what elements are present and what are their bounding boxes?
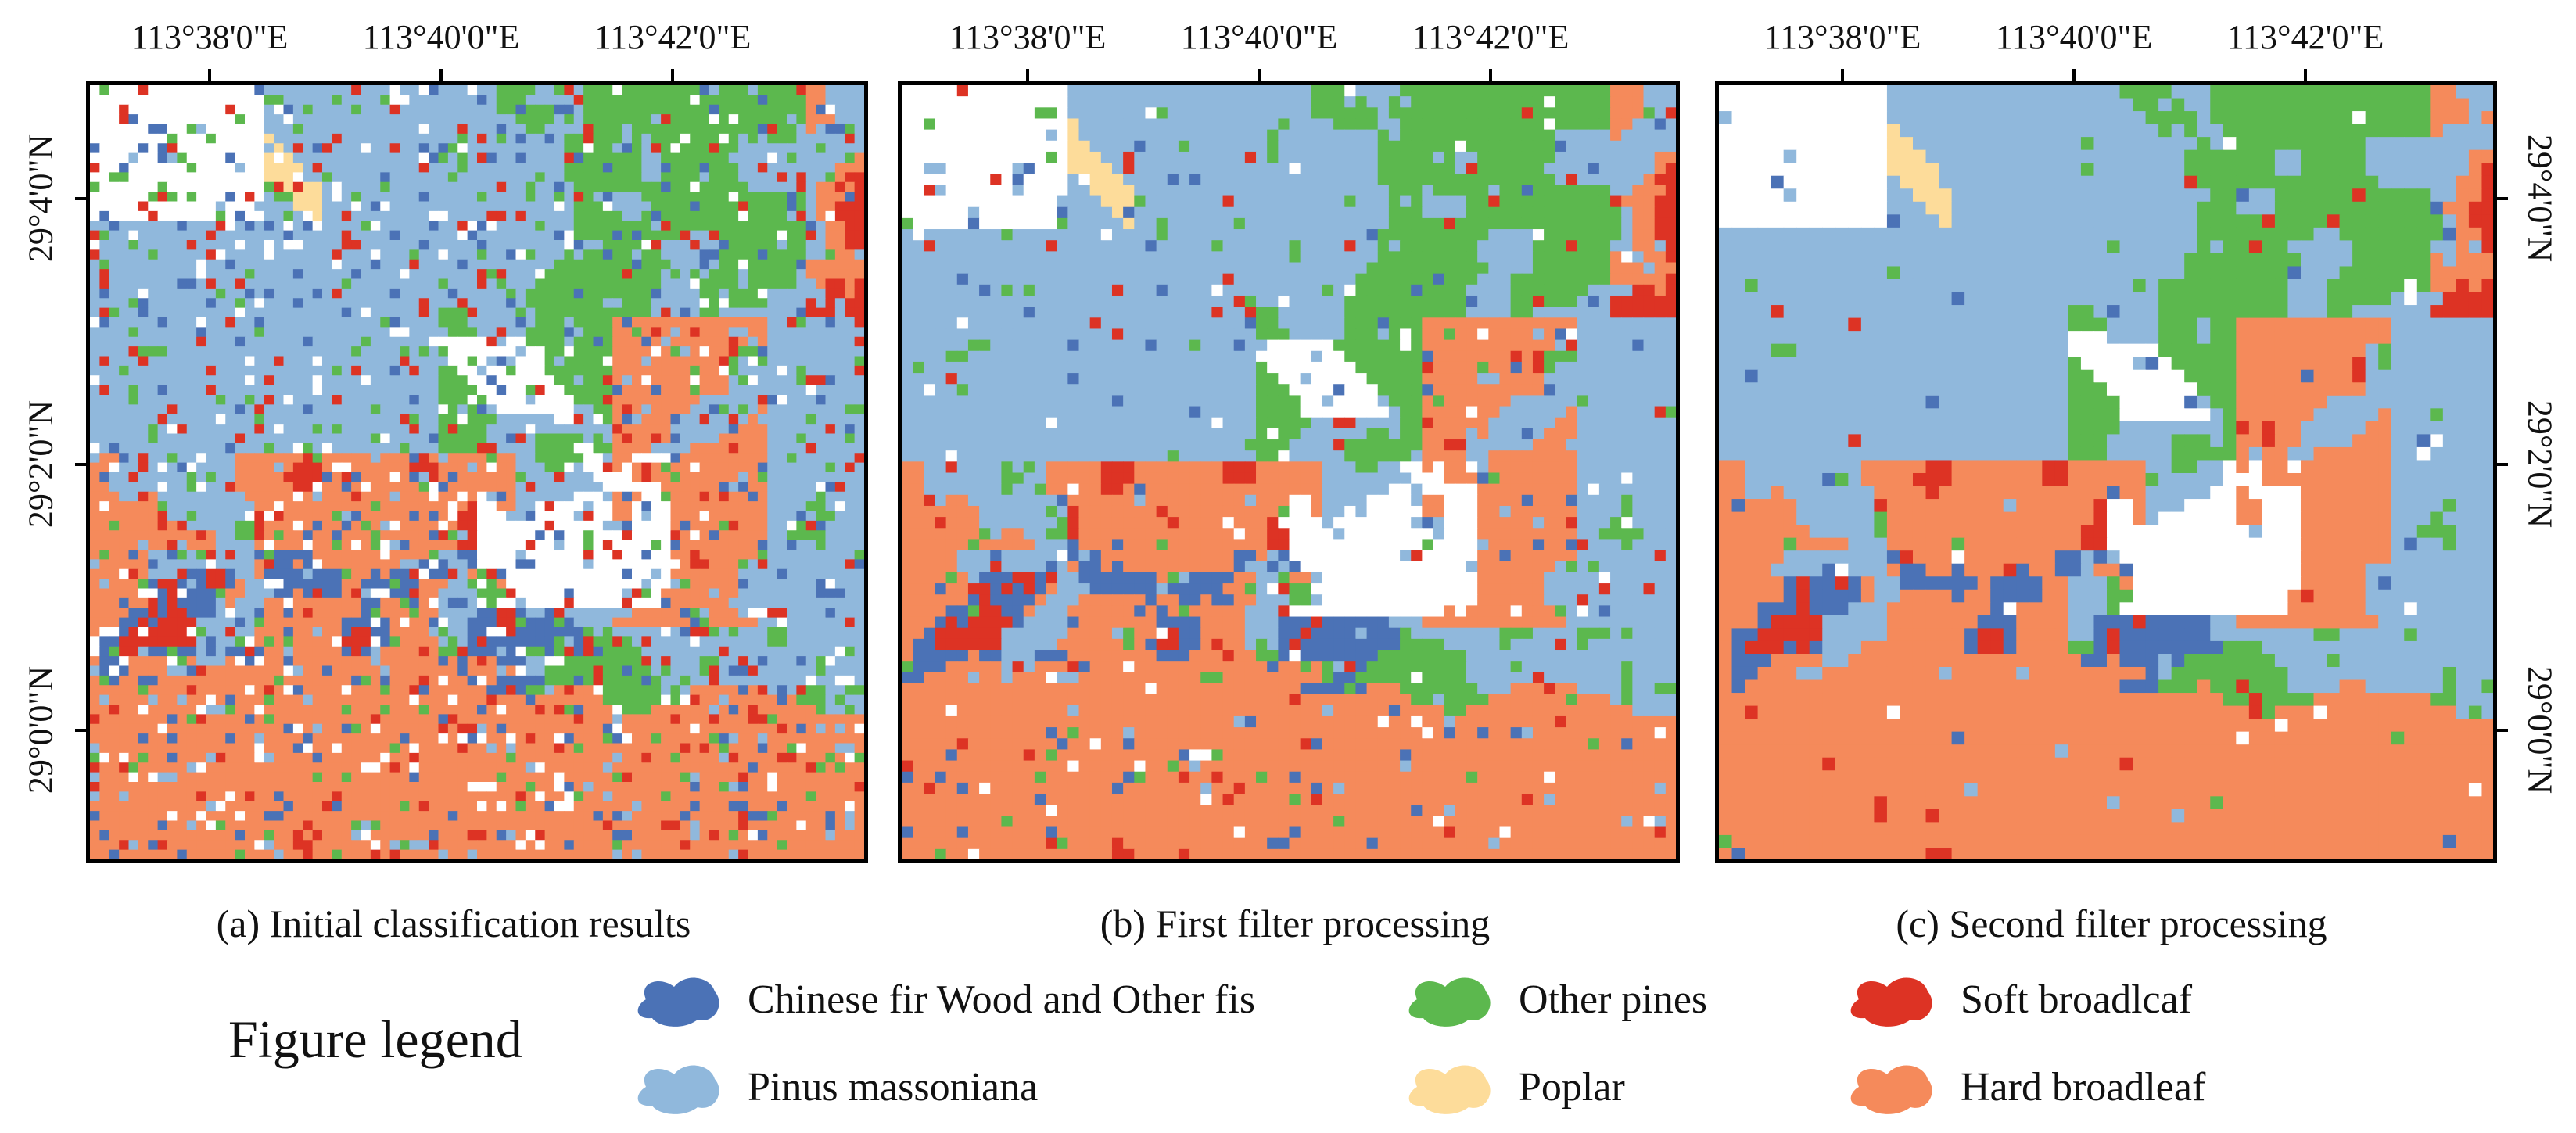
other-pines-swatch-icon — [1408, 977, 1491, 1027]
tick — [2072, 69, 2076, 81]
legend-item-label: Other pines — [1519, 977, 1708, 1022]
lon-label-a-3: 113°42'0"E — [594, 18, 752, 56]
tick — [1258, 69, 1261, 81]
pinus-massoniana-swatch-icon — [637, 1065, 719, 1114]
classification-map-c — [1719, 85, 2493, 859]
tick — [1841, 69, 1844, 81]
legend-item: Pinus massoniana — [629, 1056, 1038, 1118]
legend-item: Soft broadlcaf — [1842, 968, 2192, 1031]
hard-broadleaf-swatch-icon — [1850, 1065, 1932, 1114]
map-panel-c — [1715, 81, 2497, 863]
legend-item-label: Pinus massoniana — [748, 1064, 1039, 1110]
lat-label-right-2: 29°2'0"N — [2520, 400, 2560, 529]
legend-item: Hard broadleaf — [1842, 1056, 2205, 1118]
tick — [671, 69, 674, 81]
lat-label-right-1: 29°4'0"N — [2520, 134, 2560, 263]
lon-label-c-2: 113°40'0"E — [1995, 18, 2153, 56]
classification-map-a — [90, 85, 864, 859]
legend-title: Figure legend — [228, 1009, 522, 1069]
lon-label-a-2: 113°40'0"E — [362, 18, 520, 56]
lon-label-a-1: 113°38'0"E — [131, 18, 289, 56]
tick — [208, 69, 211, 81]
caption-c: (c) Second filter processing — [1896, 902, 2327, 945]
soft-broadleaf-swatch-icon — [1850, 977, 1932, 1027]
lon-label-c-3: 113°42'0"E — [2226, 18, 2384, 56]
lon-label-c-1: 113°38'0"E — [1763, 18, 1921, 56]
legend-item-label: Soft broadlcaf — [1961, 977, 2193, 1022]
tick — [75, 729, 86, 732]
classification-map-b — [902, 85, 1676, 859]
lat-label-left-2: 29°2'0"N — [21, 400, 60, 529]
lon-label-b-2: 113°40'0"E — [1180, 18, 1338, 56]
legend-item-label: Hard broadleaf — [1961, 1064, 2206, 1110]
poplar-swatch-icon — [1408, 1065, 1491, 1114]
caption-a: (a) Initial classification results — [216, 902, 691, 945]
tick — [75, 463, 86, 466]
legend-item: Chinese fir Wood and Other fis — [629, 968, 1255, 1031]
caption-b: (b) First filter processing — [1100, 902, 1491, 945]
tick — [1489, 69, 1492, 81]
tick — [2497, 463, 2508, 466]
tick — [2497, 197, 2508, 200]
lat-label-right-3: 29°0'0"N — [2520, 665, 2560, 794]
tick — [2304, 69, 2307, 81]
tick — [439, 69, 443, 81]
legend-item-label: Poplar — [1519, 1064, 1625, 1110]
legend-item: Other pines — [1400, 968, 1707, 1031]
lat-label-left-1: 29°4'0"N — [21, 134, 60, 263]
tick — [2497, 729, 2508, 732]
map-panel-b — [898, 81, 1680, 863]
chinese-fir-swatch-icon — [637, 977, 719, 1027]
lon-label-b-3: 113°42'0"E — [1412, 18, 1570, 56]
lat-label-left-3: 29°0'0"N — [21, 665, 60, 794]
tick — [1026, 69, 1029, 81]
lon-label-b-1: 113°38'0"E — [949, 18, 1107, 56]
legend-item: Poplar — [1400, 1056, 1625, 1118]
map-panel-a — [86, 81, 868, 863]
tick — [75, 197, 86, 200]
legend-item-label: Chinese fir Wood and Other fis — [748, 977, 1256, 1022]
